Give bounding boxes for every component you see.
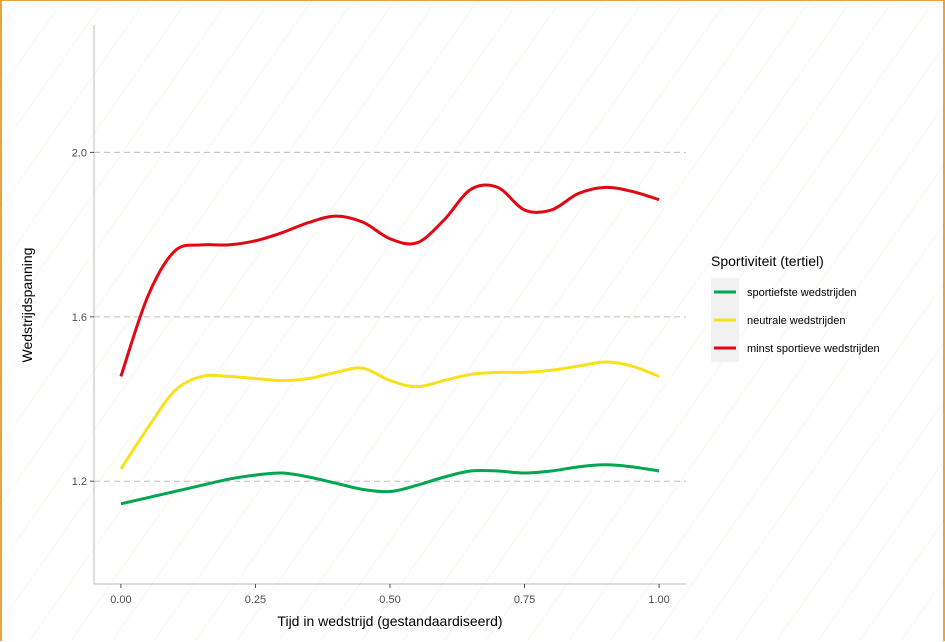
y-axis-title: Wedstrijdspanning <box>19 248 35 363</box>
y-tick-label-2: 2.0 <box>72 147 87 159</box>
legend-label-2: minst sportieve wedstrijden <box>747 343 880 355</box>
axes <box>93 25 686 585</box>
series-line-0 <box>120 463 660 506</box>
x-tick-label-1: 0.25 <box>245 594 266 606</box>
y-tick-label-1: 1.6 <box>72 312 87 324</box>
legend: Sportiviteit (tertiel) sportiefste wedst… <box>711 253 880 362</box>
series-line-2 <box>119 183 660 377</box>
series-lines <box>119 183 660 506</box>
x-tick-label-3: 0.75 <box>514 594 535 606</box>
x-tick-label-0: 0.00 <box>110 594 131 606</box>
x-tick-label-4: 1.00 <box>648 594 669 606</box>
y-ticks: 1.2 1.6 2.0 <box>72 147 94 488</box>
legend-title: Sportiviteit (tertiel) <box>711 253 824 269</box>
series-line-1 <box>119 360 660 470</box>
grid-lines <box>94 151 686 482</box>
legend-label-1: neutrale wedstrijden <box>747 315 845 327</box>
legend-label-0: sportiefste wedstrijden <box>747 287 856 299</box>
x-axis-title: Tijd in wedstrijd (gestandaardiseerd) <box>277 613 502 629</box>
x-ticks: 0.00 0.25 0.50 0.75 1.00 <box>110 584 670 606</box>
x-tick-label-2: 0.50 <box>379 594 400 606</box>
y-tick-label-0: 1.2 <box>72 476 87 488</box>
